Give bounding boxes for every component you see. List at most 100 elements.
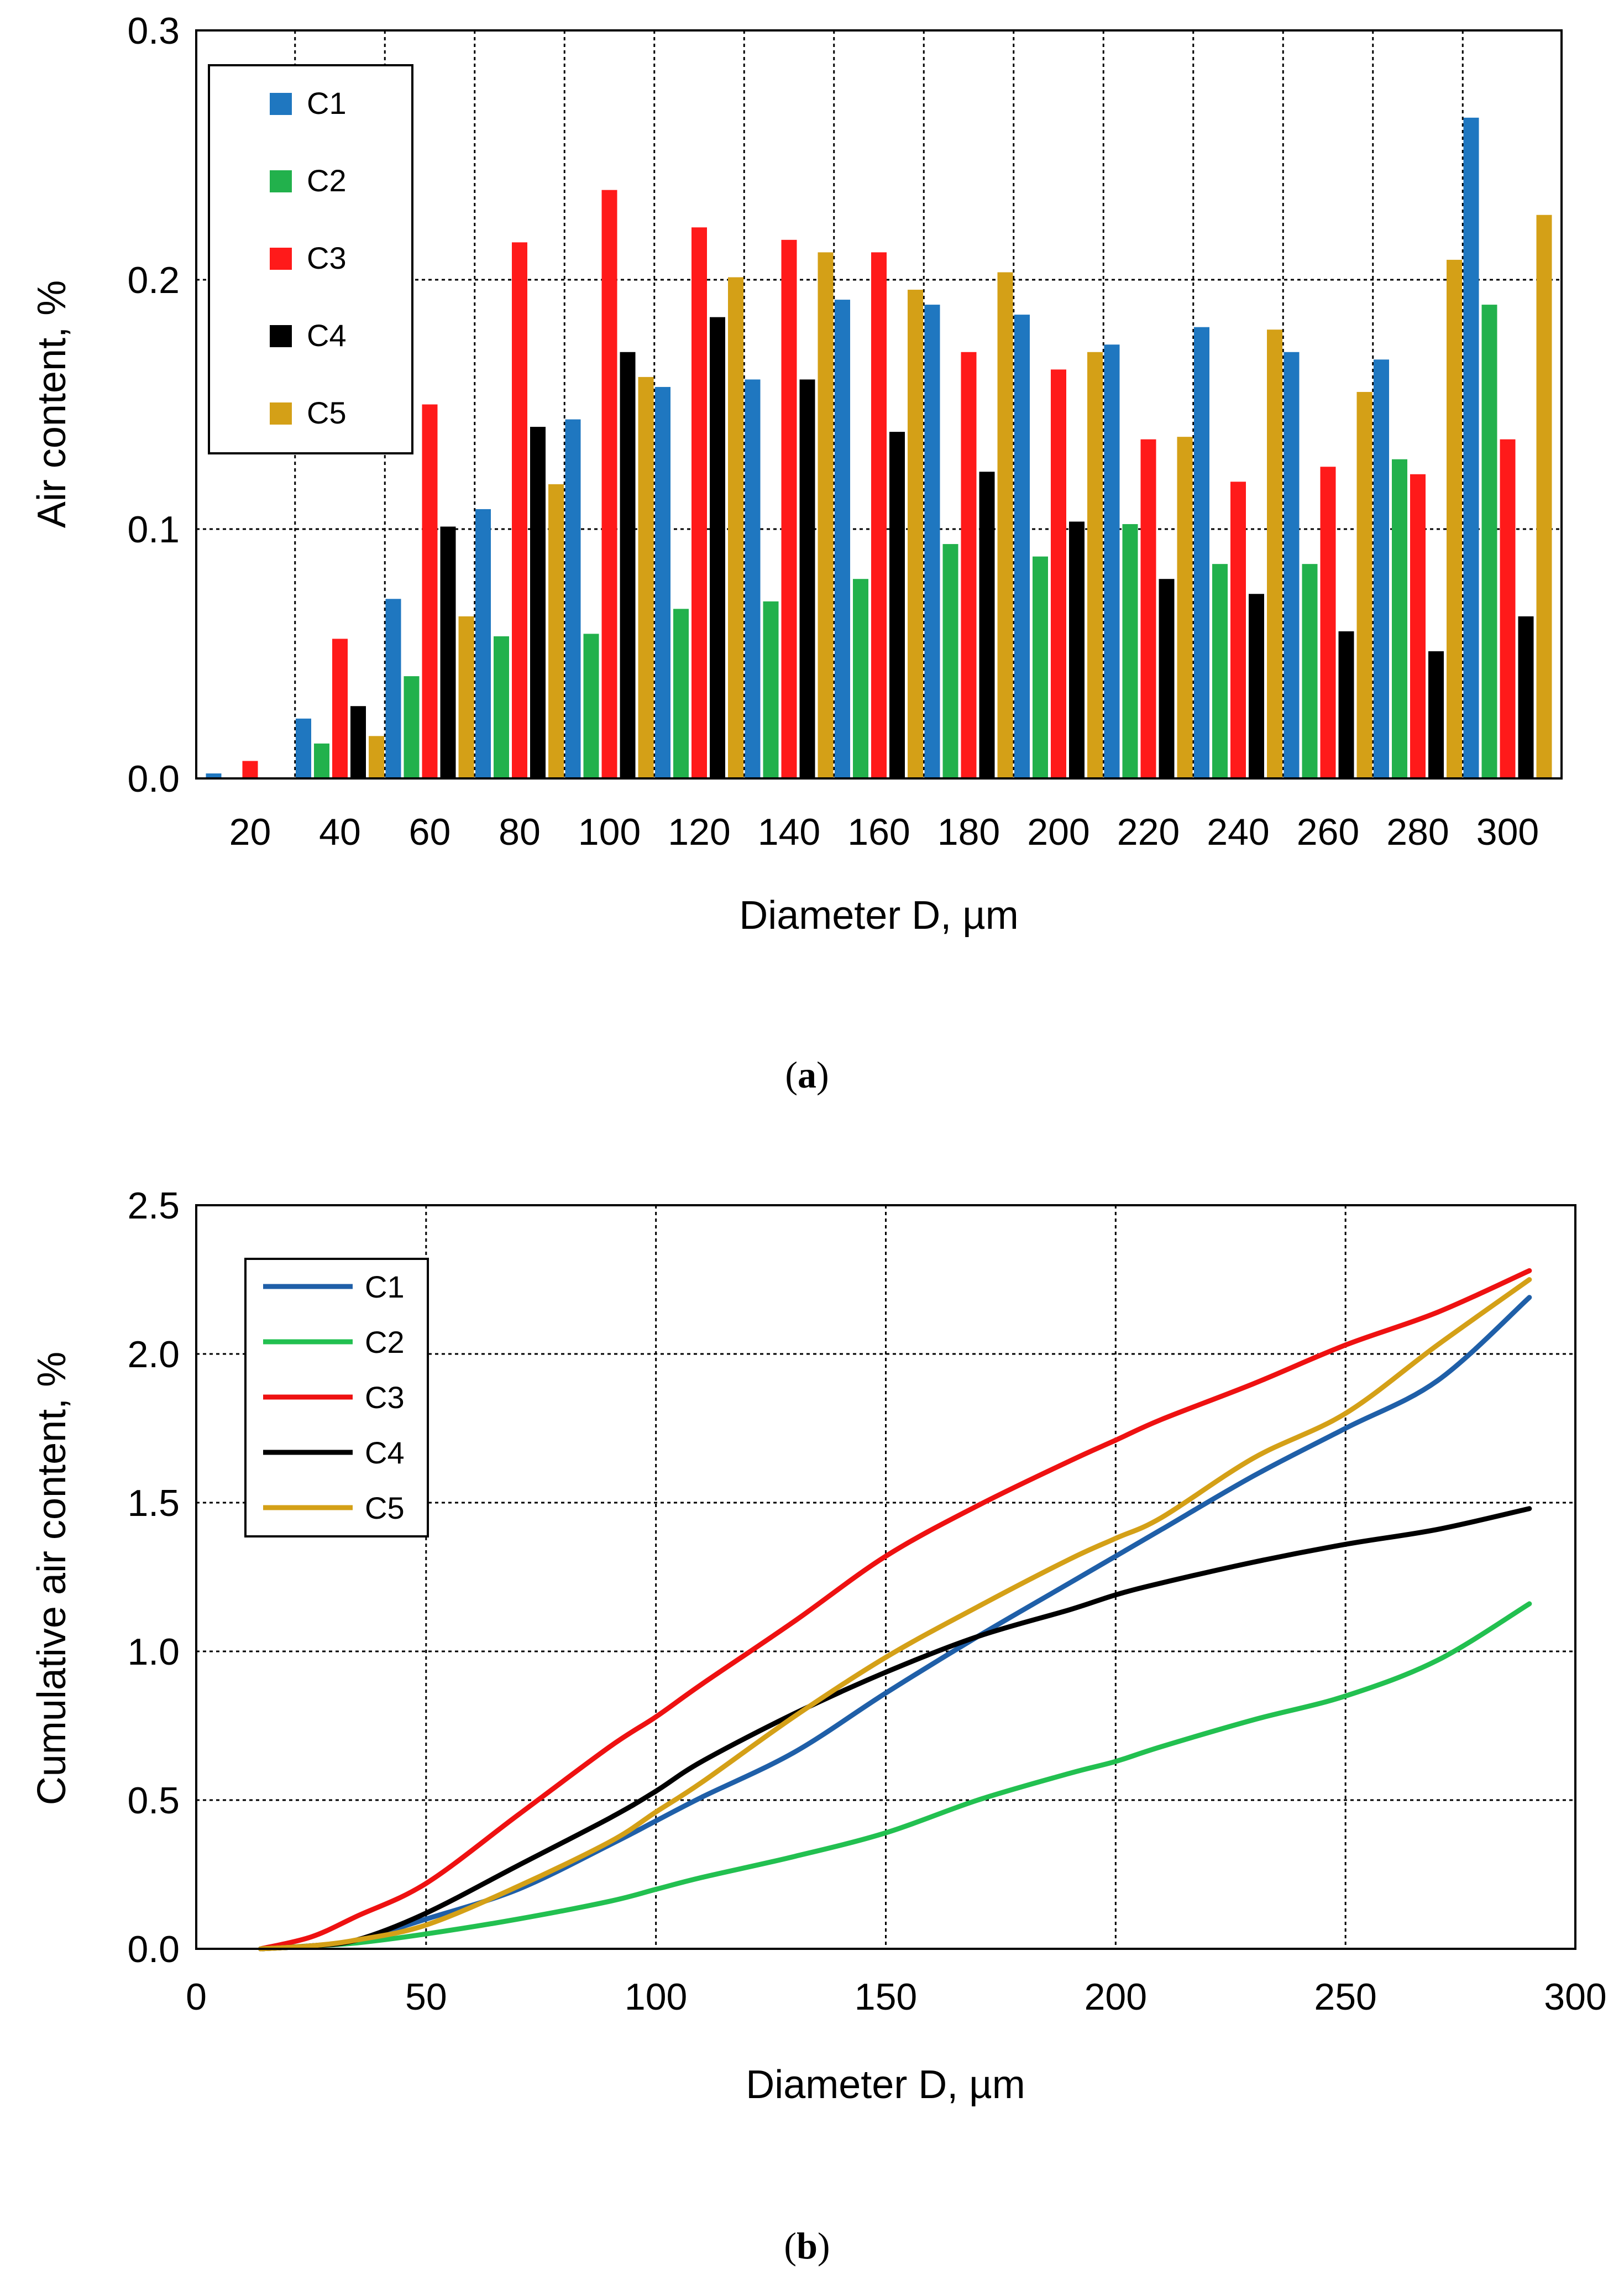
bar-c4-80: [530, 427, 546, 778]
bar-c4-40: [350, 706, 366, 778]
bar-c4-60: [440, 526, 456, 778]
chart-b-legend-label-c3: C3: [365, 1380, 405, 1415]
bar-c2-280: [1392, 459, 1407, 778]
chart-a-x-ticks: 20 40 60 80 100 120 140 160 180 200 220 240 260 280 30…: [229, 811, 1539, 853]
chart-a-legend-swatch-c4: [270, 325, 292, 347]
bar-c4-220: [1159, 579, 1175, 778]
chart-a-y-tick-label: 0.0: [127, 758, 180, 800]
bar-c5-300: [1536, 215, 1552, 778]
chart-b-y-tick-label: 0.5: [127, 1780, 180, 1822]
bar-c2-240: [1212, 564, 1228, 778]
chart-b-x-tick-label: 50: [405, 1976, 447, 2018]
chart-a-x-tick-label: 160: [847, 811, 910, 853]
bar-chart-a: 0.00.10.20.3 20 40 60 80 100 120 140 160 180 200 2…: [30, 10, 1563, 1096]
bar-c2-100: [583, 634, 599, 778]
bar-c4-160: [889, 432, 905, 778]
line-c5: [258, 1277, 1532, 1952]
bar-c1-120: [655, 386, 670, 778]
chart-a-x-tick-label: 240: [1207, 811, 1269, 853]
bar-c2-140: [763, 601, 779, 778]
chart-b-x-tick-label: 150: [855, 1976, 917, 2018]
chart-a-legend: C1 C2 C3 C4 C5: [208, 64, 413, 454]
bar-c3-60: [422, 404, 438, 778]
bar-c2-120: [673, 609, 689, 778]
bar-c5-60: [458, 616, 474, 778]
chart-a-caption: (a): [785, 1054, 829, 1096]
bar-c3-80: [512, 242, 527, 779]
bar-c1-40: [296, 718, 311, 778]
bar-c4-100: [620, 352, 636, 778]
chart-a-x-tick-label: 60: [409, 811, 451, 853]
bar-c2-60: [404, 676, 420, 778]
chart-a-x-tick-label: 200: [1027, 811, 1089, 853]
bar-c1-300: [1463, 117, 1479, 779]
bar-c4-180: [979, 472, 995, 778]
bar-c5-220: [1177, 437, 1193, 778]
chart-a-x-tick-label: 280: [1386, 811, 1449, 853]
chart-a-x-tick-label: 80: [499, 811, 541, 853]
bar-c2-180: [942, 544, 958, 778]
bar-c1-140: [745, 379, 761, 778]
chart-a-legend-swatch-c1: [270, 93, 292, 115]
chart-b-y-tick-label: 1.5: [127, 1482, 180, 1524]
bar-c3-180: [961, 352, 977, 778]
chart-b-legend-label-c5: C5: [365, 1490, 405, 1525]
chart-a-y-ticks: 0.0 0.1 0.2 0.3: [127, 10, 180, 800]
chart-b-legend-label-c4: C4: [365, 1435, 405, 1470]
bar-c1-200: [1014, 315, 1030, 778]
chart-a-bars: [206, 117, 1552, 779]
chart-b-plot-frame: [195, 1204, 1576, 1950]
chart-b-caption: (b): [784, 2225, 830, 2267]
chart-a-legend-box: [208, 64, 413, 454]
bar-c1-220: [1104, 344, 1120, 778]
chart-a-legend-label-c5: C5: [307, 395, 347, 430]
bar-c2-300: [1481, 305, 1497, 778]
bar-c3-220: [1140, 439, 1156, 778]
bar-c1-20: [206, 773, 222, 778]
bar-c3-20: [242, 761, 258, 778]
chart-a-legend-label-c1: C1: [307, 86, 347, 121]
bar-c1-60: [385, 599, 401, 778]
bar-c1-160: [835, 300, 850, 778]
chart-a-legend-label-c4: C4: [307, 318, 347, 353]
bar-c2-40: [314, 743, 329, 778]
bar-c4-300: [1518, 616, 1534, 778]
bar-c3-280: [1410, 474, 1426, 778]
bar-c3-260: [1320, 467, 1336, 778]
bar-c3-140: [781, 239, 797, 779]
chart-a-x-tick-label: 100: [578, 811, 641, 853]
chart-a-x-tick-label: 260: [1297, 811, 1359, 853]
chart-a-legend-label-c2: C2: [307, 163, 347, 198]
chart-a-x-tick-label: 20: [229, 811, 271, 853]
bar-c5-280: [1447, 259, 1462, 778]
chart-a-y-tick-label: 0.3: [127, 10, 180, 52]
chart-b-x-tick-label: 250: [1314, 1976, 1376, 2018]
line-c4: [258, 1506, 1532, 1952]
bar-c3-120: [691, 227, 707, 778]
chart-b-y-tick-label: 0.0: [127, 1928, 180, 1970]
chart-a-plot-frame: [195, 29, 1563, 780]
bar-c1-260: [1284, 352, 1300, 778]
bar-c1-240: [1194, 327, 1209, 778]
bar-c5-200: [1087, 352, 1103, 778]
line-c3: [258, 1268, 1532, 1952]
chart-a-x-tick-label: 180: [937, 811, 1000, 853]
chart-b-y-tick-label: 1.0: [127, 1631, 180, 1673]
chart-a-x-tick-label: 120: [668, 811, 730, 853]
chart-b-legend: C1 C2 C3 C4 C5: [244, 1258, 429, 1537]
chart-b-x-axis-label: Diameter D, µm: [746, 2063, 1025, 2107]
bar-c1-100: [565, 419, 581, 778]
bar-c2-160: [853, 579, 868, 778]
chart-a-legend-swatch-c5: [270, 402, 292, 425]
chart-a-y-tick-label: 0.1: [127, 509, 180, 551]
chart-a-y-tick-label: 0.2: [127, 259, 180, 301]
chart-b-x-tick-label: 100: [625, 1976, 687, 2018]
chart-a-x-tick-label: 40: [319, 811, 361, 853]
chart-a-x-tick-label: 300: [1476, 811, 1539, 853]
bar-c3-100: [601, 190, 617, 778]
bar-c5-120: [728, 277, 743, 778]
chart-b-x-tick-label: 300: [1544, 1976, 1606, 2018]
bar-c4-240: [1249, 594, 1264, 778]
chart-b-y-axis-label: Cumulative air content, %: [30, 1352, 74, 1805]
chart-b-legend-label-c2: C2: [365, 1325, 405, 1359]
